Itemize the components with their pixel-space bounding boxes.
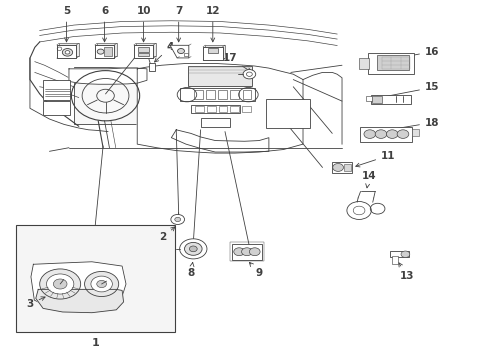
Text: 13: 13: [398, 263, 414, 281]
Text: 12: 12: [205, 6, 220, 42]
Circle shape: [233, 248, 244, 256]
Circle shape: [97, 49, 104, 54]
Text: 4: 4: [154, 42, 174, 62]
Bar: [389, 251, 408, 257]
Bar: [149, 63, 155, 71]
Circle shape: [374, 130, 386, 138]
Bar: [205, 90, 214, 99]
Text: 15: 15: [374, 82, 439, 100]
Bar: [57, 45, 76, 58]
Bar: [360, 127, 411, 141]
Circle shape: [84, 271, 119, 297]
Circle shape: [174, 217, 180, 222]
Bar: [95, 45, 114, 58]
Circle shape: [189, 246, 197, 252]
Bar: [370, 95, 410, 104]
Circle shape: [97, 280, 106, 288]
Circle shape: [177, 49, 184, 54]
Text: 8: 8: [187, 262, 194, 278]
Text: 10: 10: [136, 6, 150, 42]
Bar: [377, 55, 408, 70]
Circle shape: [386, 130, 397, 138]
Bar: [183, 53, 187, 55]
Bar: [266, 99, 310, 128]
Circle shape: [46, 274, 74, 294]
Bar: [57, 45, 76, 58]
Polygon shape: [69, 68, 147, 84]
Circle shape: [53, 279, 67, 289]
Bar: [134, 45, 153, 58]
Text: 7: 7: [175, 6, 182, 42]
Bar: [411, 129, 418, 136]
Polygon shape: [31, 262, 126, 311]
Polygon shape: [170, 45, 188, 58]
Bar: [371, 96, 381, 103]
Bar: [200, 118, 229, 127]
Bar: [242, 90, 251, 99]
Circle shape: [91, 276, 112, 292]
Circle shape: [184, 242, 202, 255]
Bar: [331, 162, 351, 173]
Text: 1: 1: [91, 338, 99, 348]
Bar: [188, 66, 251, 86]
Text: 6: 6: [101, 6, 108, 42]
Circle shape: [40, 269, 81, 299]
Circle shape: [400, 251, 409, 257]
Circle shape: [363, 130, 375, 138]
Bar: [193, 90, 202, 99]
Bar: [205, 45, 224, 58]
Bar: [203, 47, 222, 60]
Bar: [180, 88, 255, 102]
Bar: [367, 53, 413, 74]
Bar: [344, 164, 350, 171]
Circle shape: [332, 163, 343, 171]
Text: 2: 2: [159, 227, 175, 242]
Text: 3: 3: [26, 297, 45, 309]
Text: 16: 16: [372, 46, 439, 64]
Bar: [358, 58, 368, 69]
Bar: [103, 47, 111, 56]
Polygon shape: [36, 289, 123, 313]
Bar: [95, 45, 114, 58]
Circle shape: [241, 248, 252, 256]
Bar: [242, 106, 250, 112]
Text: 14: 14: [361, 171, 375, 188]
Polygon shape: [137, 63, 303, 153]
Circle shape: [65, 51, 70, 54]
Circle shape: [170, 215, 184, 225]
Text: 9: 9: [249, 262, 262, 278]
Bar: [231, 244, 262, 260]
Bar: [59, 43, 79, 57]
Circle shape: [396, 130, 408, 138]
Bar: [134, 45, 153, 58]
Bar: [97, 43, 117, 57]
Bar: [190, 104, 239, 113]
Bar: [229, 242, 264, 261]
Text: 11: 11: [355, 150, 395, 167]
Text: 18: 18: [366, 118, 439, 135]
Circle shape: [249, 248, 260, 256]
Bar: [43, 101, 70, 116]
Bar: [218, 106, 227, 112]
Bar: [16, 225, 174, 332]
Bar: [74, 67, 137, 125]
Bar: [207, 48, 218, 53]
Circle shape: [62, 49, 73, 56]
Circle shape: [243, 69, 255, 79]
Bar: [230, 106, 239, 112]
Bar: [206, 106, 215, 112]
Text: 5: 5: [63, 6, 70, 42]
Polygon shape: [366, 96, 371, 101]
Bar: [230, 90, 239, 99]
Bar: [138, 48, 149, 52]
Circle shape: [179, 239, 206, 259]
Text: 17: 17: [222, 53, 251, 72]
Bar: [136, 43, 155, 57]
Bar: [391, 256, 397, 264]
Bar: [203, 47, 222, 60]
Bar: [218, 90, 226, 99]
Bar: [43, 81, 70, 100]
Bar: [195, 106, 203, 112]
Bar: [138, 53, 149, 56]
